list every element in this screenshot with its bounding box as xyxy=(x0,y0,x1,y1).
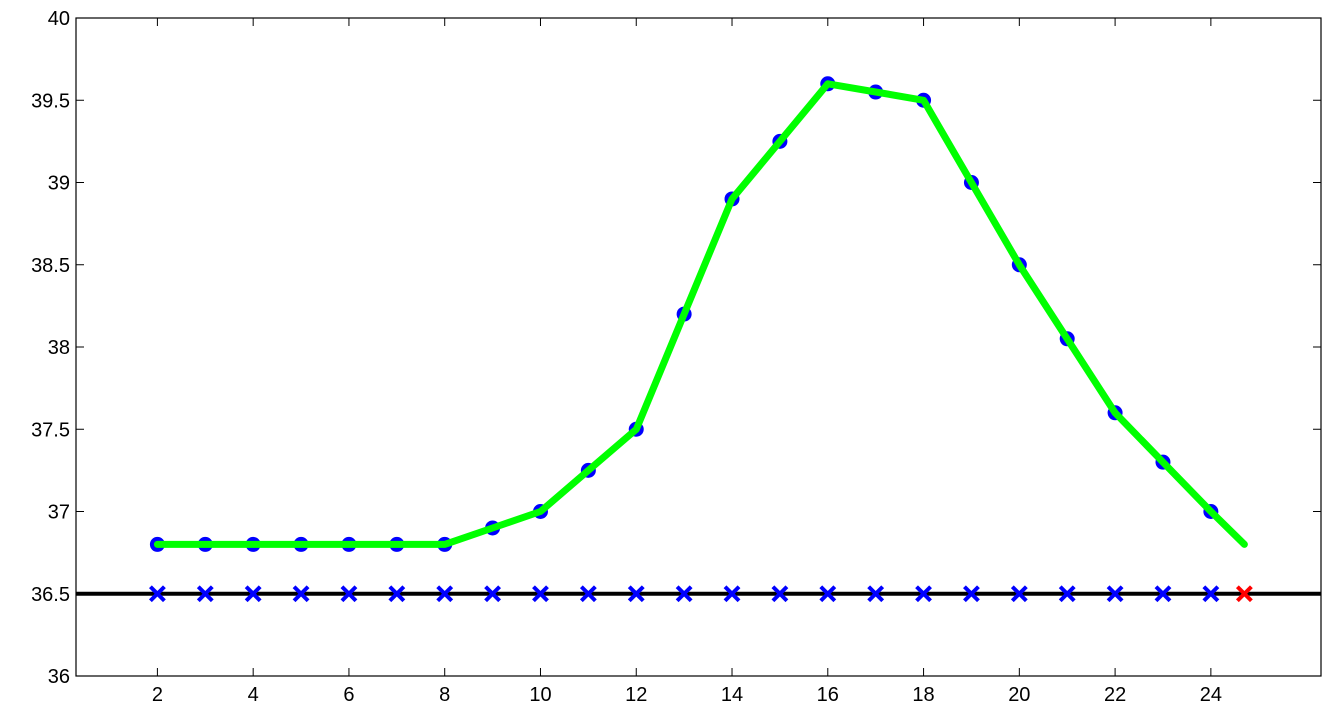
x-tick-label: 22 xyxy=(1104,684,1126,706)
data-point-x-marker xyxy=(1154,585,1172,603)
x-tick-label: 18 xyxy=(912,684,934,706)
x-tick-label: 24 xyxy=(1200,684,1222,706)
data-point-x-marker xyxy=(627,585,645,603)
y-tick-label: 37.5 xyxy=(31,419,70,441)
series-line xyxy=(153,80,1248,548)
y-tick-label: 36.5 xyxy=(31,584,70,606)
data-point-x-marker xyxy=(244,585,262,603)
x-tick-label: 4 xyxy=(248,684,259,706)
data-point-x-marker xyxy=(723,585,741,603)
x-tick-label: 10 xyxy=(529,684,551,706)
y-tick-label: 38.5 xyxy=(31,255,70,277)
data-point-x-marker xyxy=(148,585,166,603)
data-point-x-marker xyxy=(532,585,549,603)
data-point-x-marker xyxy=(1202,585,1220,603)
data-point-x-marker xyxy=(388,585,406,603)
y-tick-label: 37 xyxy=(48,502,70,524)
x-tick-label: 16 xyxy=(817,684,839,706)
x-tick-label: 8 xyxy=(439,684,450,706)
data-point-x-marker xyxy=(1058,585,1076,603)
data-point-x-marker xyxy=(1106,585,1124,603)
data-point-x-marker xyxy=(292,585,310,603)
y-tick-label: 36 xyxy=(48,666,70,688)
x-tick-label: 14 xyxy=(721,684,743,706)
x-tick-label: 12 xyxy=(625,684,647,706)
data-point-x-marker xyxy=(867,585,885,603)
data-point-x-marker xyxy=(819,585,837,603)
data-point-x-marker xyxy=(484,585,502,603)
y-tick-label: 38 xyxy=(48,337,70,359)
y-tick-label: 40 xyxy=(48,8,70,30)
data-point-x-marker xyxy=(675,585,693,603)
data-point-x-marker xyxy=(1010,585,1028,603)
y-tick-label: 39.5 xyxy=(31,90,70,112)
data-point-x-marker xyxy=(963,585,980,603)
data-point-x-marker xyxy=(340,585,358,603)
x-tick-label: 6 xyxy=(343,684,354,706)
data-point-x-marker xyxy=(915,585,932,603)
highlight-x-marker xyxy=(1235,585,1253,603)
x-tick-label: 2 xyxy=(152,684,163,706)
data-point-x-marker xyxy=(771,585,789,603)
data-point-x-marker xyxy=(579,585,597,603)
x-tick-label: 20 xyxy=(1008,684,1030,706)
data-point-x-marker xyxy=(196,585,214,603)
data-point-x-marker xyxy=(436,585,454,603)
y-tick-label: 39 xyxy=(48,173,70,195)
